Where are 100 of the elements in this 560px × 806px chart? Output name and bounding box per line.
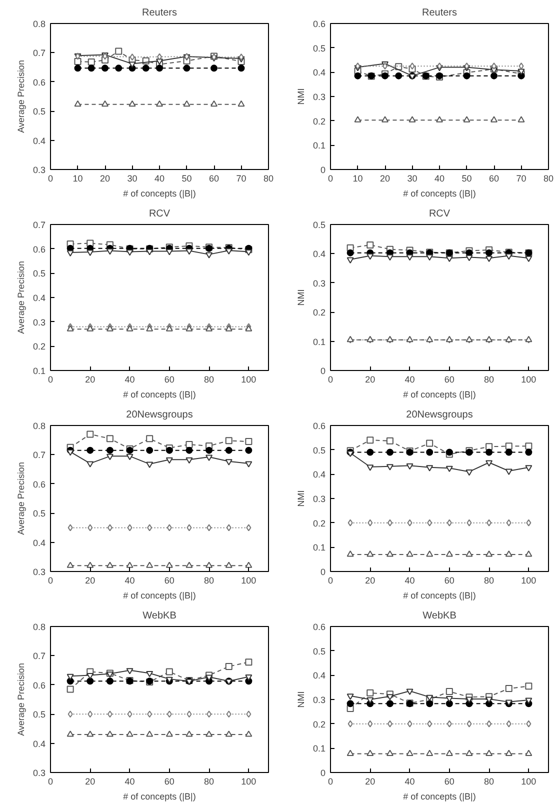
x-tick-label: 30 [407,174,418,184]
y-tick-label: 0.7 [32,48,46,58]
x-tick-label: 10 [352,174,363,184]
y-tick-label: 0.1 [312,336,326,347]
x-tick-label: 100 [241,576,256,586]
x-axis-title: # of concepts (|B|) [403,590,476,600]
x-tick-label: 80 [204,776,214,786]
y-tick-label: 0.7 [32,651,46,662]
y-tick-label: 0.2 [312,308,326,318]
y-tick-label: 0.4 [312,68,326,78]
y-tick-label: 0.3 [312,494,326,504]
x-tick-label: 60 [164,776,174,786]
y-tick-label: 0.2 [312,719,326,730]
x-tick-label: 80 [484,374,494,384]
x-tick-label: 40 [404,576,415,586]
x-axis-title: # of concepts (|B|) [123,792,196,802]
y-tick-label: 0.5 [312,220,326,230]
y-tick-label: 0.8 [32,19,46,29]
x-tick-label: 10 [72,174,83,184]
x-tick-label: 20 [100,174,110,184]
y-tick-label: 0.6 [32,680,46,690]
y-tick-label: 0.4 [312,470,326,480]
y-tick-label: 0.8 [32,421,46,431]
x-tick-label: 40 [154,174,165,184]
y-tick-label: 0.6 [32,244,46,254]
x-tick-label: 60 [488,174,500,184]
x-tick-label: 20 [365,576,376,586]
x-tick-label: 0 [328,776,334,786]
y-tick-label: 0.5 [312,43,326,54]
x-axis-title: # of concepts (|B|) [403,792,476,802]
x-tick-label: 20 [380,174,390,184]
y-tick-label: 0.3 [312,278,326,288]
x-tick-label: 60 [444,374,454,384]
y-tick-label: 0.1 [312,744,326,754]
x-tick-label: 50 [182,174,192,184]
chart-title: 20Newsgroups [406,410,473,420]
y-tick-label: 0.2 [312,518,326,528]
y-tick-label: 0.4 [312,670,326,681]
y-axis-title: NMI [296,289,306,306]
x-tick-label: 100 [521,776,536,786]
x-axis-title: # of concepts (|B|) [123,188,196,198]
y-tick-label: 0 [320,768,326,778]
x-tick-label: 60 [164,576,174,586]
chart-title: Reuters [142,8,178,18]
y-axis-title: NMI [296,88,306,105]
x-tick-label: 100 [521,576,536,586]
x-tick-label: 40 [404,374,415,384]
x-tick-label: 100 [521,374,536,384]
y-axis-title: NMI [296,691,306,708]
x-tick-label: 20 [85,374,96,384]
x-tick-label: 40 [434,174,445,184]
y-axis-title: Average Precision [16,261,26,334]
x-tick-label: 0 [328,576,334,586]
y-tick-label: 0.3 [32,567,46,577]
x-tick-label: 60 [164,374,174,384]
x-tick-label: 40 [124,776,135,786]
x-tick-label: 80 [484,576,494,586]
chart-title: 20Newsgroups [126,410,193,420]
x-tick-label: 40 [404,776,415,786]
chart-title: WebKB [422,610,457,622]
x-axis-title: # of concepts (|B|) [123,390,196,400]
y-tick-label: 0 [320,366,326,376]
x-tick-label: 100 [241,776,256,786]
y-tick-label: 0.5 [32,508,46,519]
x-axis-title: # of concepts (|B|) [403,390,476,400]
y-tick-label: 0.6 [32,479,46,490]
x-tick-label: 80 [543,174,554,184]
x-axis-title: # of concepts (|B|) [403,188,476,198]
x-tick-label: 20 [85,776,96,786]
y-tick-label: 0.5 [32,106,46,117]
x-tick-label: 60 [208,174,220,184]
y-tick-label: 0.4 [32,738,46,749]
y-tick-label: 0.1 [312,140,326,151]
x-tick-label: 50 [462,174,472,184]
y-tick-label: 0.5 [32,710,46,720]
y-tick-label: 0.3 [312,695,326,705]
y-tick-label: 0.3 [32,165,46,175]
x-axis-title: # of concepts (|B|) [123,590,196,600]
y-axis-title: Average Precision [16,462,26,535]
x-tick-label: 0 [48,776,54,786]
y-tick-label: 0.8 [32,622,46,632]
y-tick-label: 0.5 [312,445,326,456]
y-tick-label: 0.4 [32,136,46,146]
y-tick-label: 0.4 [312,249,326,260]
x-tick-label: 70 [236,174,246,184]
x-tick-label: 80 [263,174,274,184]
x-tick-label: 20 [365,776,376,786]
y-tick-label: 0.3 [312,92,326,102]
x-tick-label: 30 [127,174,138,184]
y-tick-label: 0.1 [312,542,326,553]
x-tick-label: 0 [328,174,334,184]
y-tick-label: 0.6 [312,421,326,431]
y-tick-label: 0.6 [312,622,326,632]
x-tick-label: 40 [124,374,135,384]
y-tick-label: 0 [320,165,326,175]
y-tick-label: 0.2 [312,116,326,126]
y-tick-label: 0.7 [32,450,46,460]
y-tick-label: 0.4 [32,293,46,303]
x-tick-label: 0 [328,374,334,384]
x-tick-label: 0 [48,576,54,586]
